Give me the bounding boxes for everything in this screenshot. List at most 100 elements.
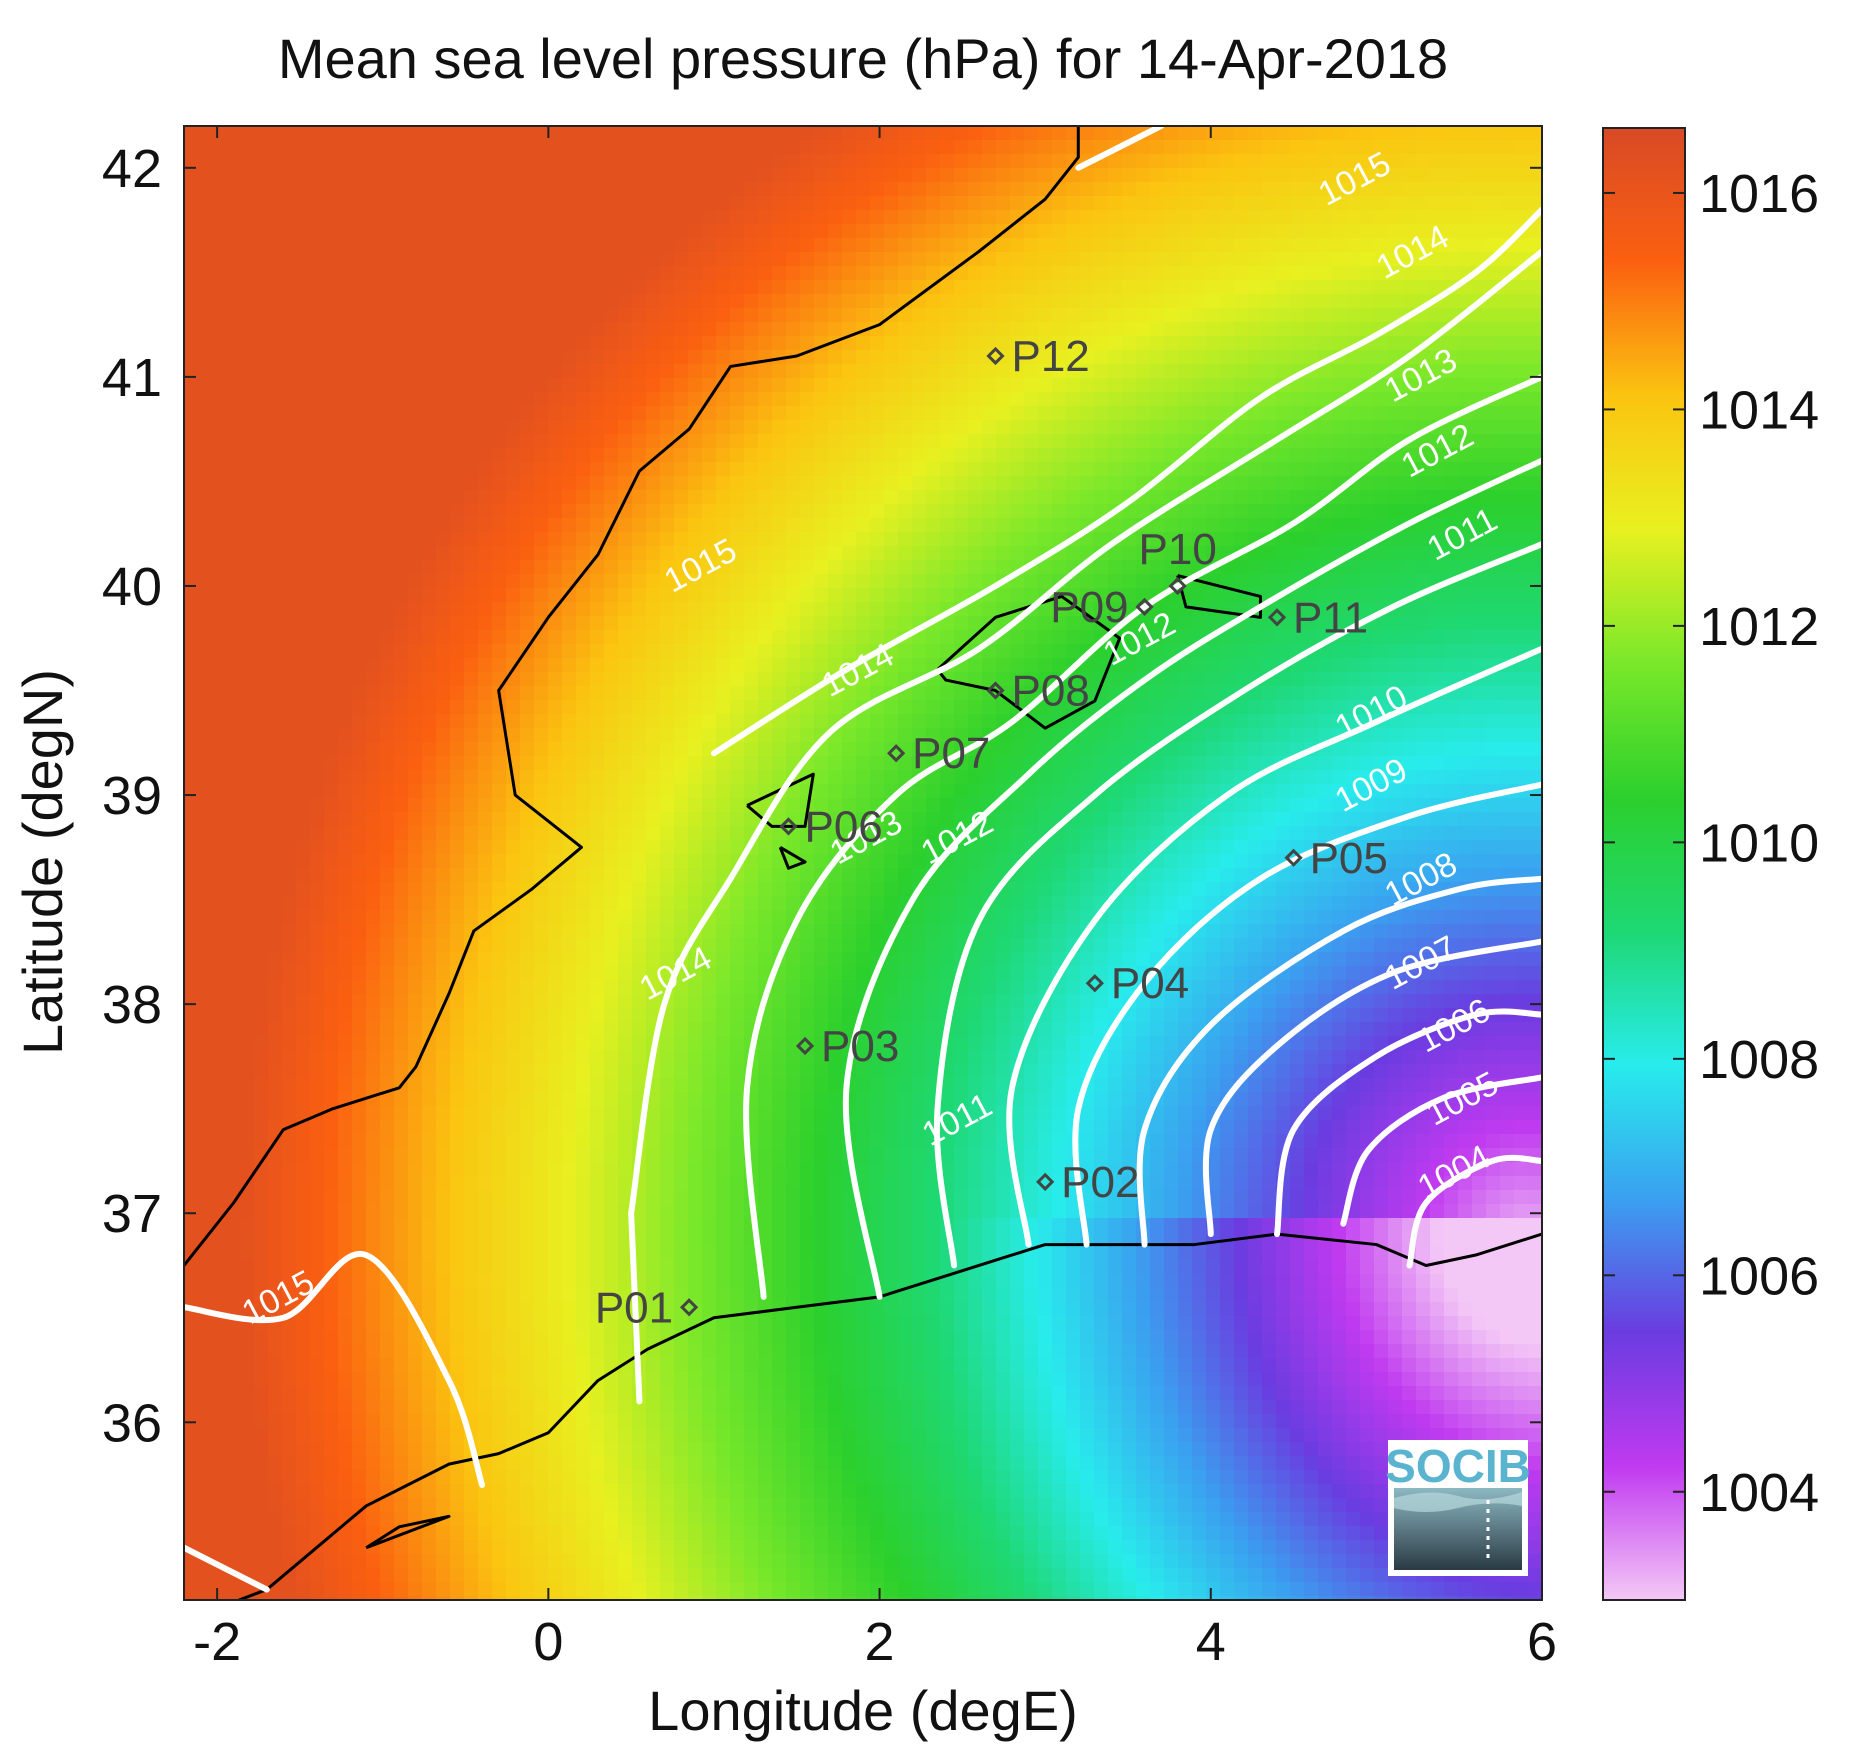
field-cell bbox=[268, 644, 283, 659]
field-cell bbox=[660, 756, 675, 771]
field-cell bbox=[1164, 756, 1179, 771]
field-cell bbox=[1500, 434, 1515, 449]
field-cell bbox=[1514, 672, 1529, 687]
field-cell bbox=[618, 238, 633, 253]
field-cell bbox=[506, 224, 521, 239]
field-cell bbox=[800, 588, 815, 603]
field-cell bbox=[1038, 322, 1053, 337]
field-cell bbox=[940, 406, 955, 421]
field-cell bbox=[1444, 448, 1459, 463]
field-cell bbox=[954, 434, 969, 449]
field-cell bbox=[1024, 252, 1039, 267]
field-cell bbox=[1192, 238, 1207, 253]
field-cell bbox=[786, 560, 801, 575]
field-cell bbox=[576, 602, 591, 617]
field-cell bbox=[282, 672, 297, 687]
field-cell bbox=[912, 490, 927, 505]
field-cell bbox=[926, 742, 941, 757]
field-cell bbox=[856, 532, 871, 547]
field-cell bbox=[1052, 210, 1067, 225]
field-cell bbox=[884, 462, 899, 477]
field-cell bbox=[590, 616, 605, 631]
field-cell bbox=[982, 462, 997, 477]
field-cell bbox=[800, 378, 815, 393]
field-cell bbox=[1164, 140, 1179, 155]
field-cell bbox=[632, 770, 647, 785]
field-cell bbox=[758, 476, 773, 491]
field-cell bbox=[1234, 476, 1249, 491]
field-cell bbox=[1486, 644, 1501, 659]
field-cell bbox=[1346, 280, 1361, 295]
field-cell bbox=[1374, 294, 1389, 309]
field-cell bbox=[492, 560, 507, 575]
field-cell bbox=[1052, 224, 1067, 239]
field-cell bbox=[1472, 518, 1487, 533]
field-cell bbox=[744, 560, 759, 575]
field-cell bbox=[758, 252, 773, 267]
field-cell bbox=[1066, 826, 1081, 841]
field-cell bbox=[786, 826, 801, 841]
field-cell bbox=[688, 686, 703, 701]
field-cell bbox=[576, 266, 591, 281]
field-cell bbox=[394, 714, 409, 729]
field-cell bbox=[380, 714, 395, 729]
field-cell bbox=[534, 434, 549, 449]
field-cell bbox=[674, 196, 689, 211]
field-cell bbox=[828, 350, 843, 365]
field-cell bbox=[1220, 574, 1235, 589]
field-cell bbox=[1458, 182, 1473, 197]
field-cell bbox=[1024, 798, 1039, 813]
field-cell bbox=[842, 238, 857, 253]
field-cell bbox=[534, 294, 549, 309]
field-cell bbox=[1346, 294, 1361, 309]
field-cell bbox=[562, 336, 577, 351]
field-cell bbox=[1514, 616, 1529, 631]
field-cell bbox=[394, 378, 409, 393]
field-cell bbox=[954, 336, 969, 351]
field-cell bbox=[996, 518, 1011, 533]
field-cell bbox=[1234, 434, 1249, 449]
field-cell bbox=[268, 630, 283, 645]
field-cell bbox=[1528, 630, 1542, 645]
field-cell bbox=[562, 210, 577, 225]
field-cell bbox=[1024, 630, 1039, 645]
field-cell bbox=[478, 532, 493, 547]
field-cell bbox=[450, 322, 465, 337]
field-cell bbox=[1528, 168, 1542, 183]
field-cell bbox=[1514, 406, 1529, 421]
field-cell bbox=[618, 294, 633, 309]
field-cell bbox=[926, 644, 941, 659]
field-cell bbox=[310, 350, 325, 365]
field-cell bbox=[1472, 308, 1487, 323]
field-cell bbox=[1430, 490, 1445, 505]
field-cell bbox=[800, 140, 815, 155]
field-cell bbox=[786, 728, 801, 743]
field-cell bbox=[716, 238, 731, 253]
field-cell bbox=[1178, 602, 1193, 617]
field-cell bbox=[968, 476, 983, 491]
field-cell bbox=[296, 840, 311, 855]
field-cell bbox=[436, 126, 451, 141]
field-cell bbox=[674, 826, 689, 841]
field-cell bbox=[324, 210, 339, 225]
field-cell bbox=[394, 658, 409, 673]
field-cell bbox=[926, 378, 941, 393]
field-cell bbox=[1010, 462, 1025, 477]
field-cell bbox=[1332, 406, 1347, 421]
field-cell bbox=[604, 280, 619, 295]
field-cell bbox=[226, 378, 241, 393]
field-cell bbox=[548, 196, 563, 211]
field-cell bbox=[212, 378, 227, 393]
field-cell bbox=[506, 532, 521, 547]
field-cell bbox=[702, 672, 717, 687]
field-cell bbox=[1206, 140, 1221, 155]
field-cell bbox=[408, 322, 423, 337]
field-cell bbox=[1052, 770, 1067, 785]
field-cell bbox=[702, 756, 717, 771]
field-cell bbox=[1500, 294, 1515, 309]
field-cell bbox=[296, 644, 311, 659]
field-cell bbox=[254, 672, 269, 687]
field-cell bbox=[1192, 784, 1207, 799]
field-cell bbox=[996, 756, 1011, 771]
field-cell bbox=[1388, 182, 1403, 197]
